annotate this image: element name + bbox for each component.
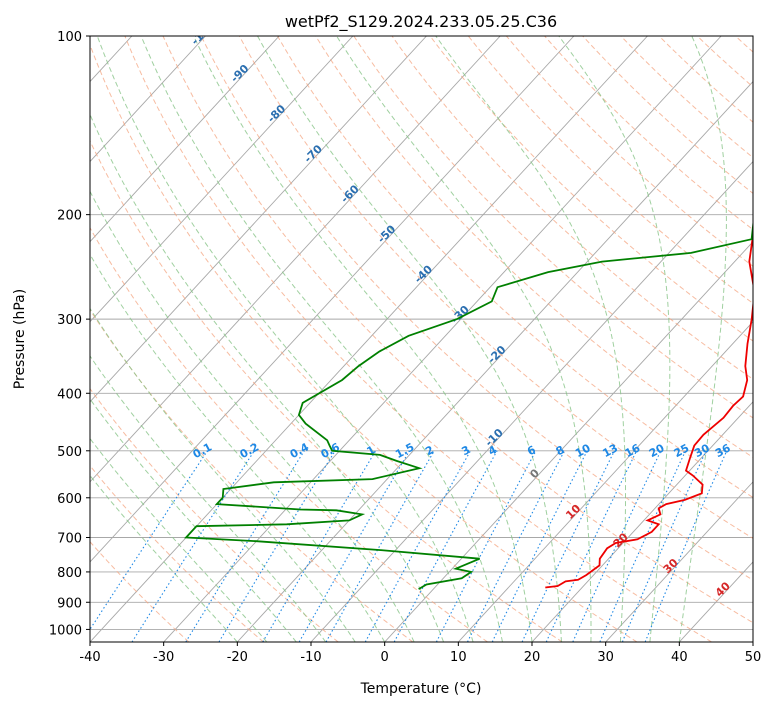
y-tick-label: 100 (57, 30, 82, 45)
x-tick-label: 40 (671, 650, 688, 665)
y-tick-label: 1000 (49, 623, 82, 638)
x-tick-label: -10 (300, 650, 321, 665)
y-tick-label: 300 (57, 313, 82, 328)
x-tick-label: -30 (153, 650, 174, 665)
x-tick-label: 0 (381, 650, 389, 665)
chart-title: wetPf2_S129.2024.233.05.25.C36 (285, 12, 557, 32)
x-tick-label: 10 (450, 650, 467, 665)
y-axis-label: Pressure (hPa) (12, 289, 28, 389)
y-tick-label: 400 (57, 387, 82, 402)
y-tick-label: 800 (57, 566, 82, 581)
x-tick-label: -20 (227, 650, 248, 665)
x-tick-label: 50 (745, 650, 762, 665)
x-tick-label: 30 (597, 650, 614, 665)
y-tick-label: 700 (57, 532, 82, 547)
y-tick-label: 600 (57, 492, 82, 507)
y-tick-label: 900 (57, 596, 82, 611)
x-axis-label: Temperature (°C) (360, 681, 482, 697)
x-tick-label: -40 (79, 650, 100, 665)
y-tick-label: 500 (57, 445, 82, 460)
y-tick-label: 200 (57, 209, 82, 224)
x-tick-label: 20 (524, 650, 541, 665)
